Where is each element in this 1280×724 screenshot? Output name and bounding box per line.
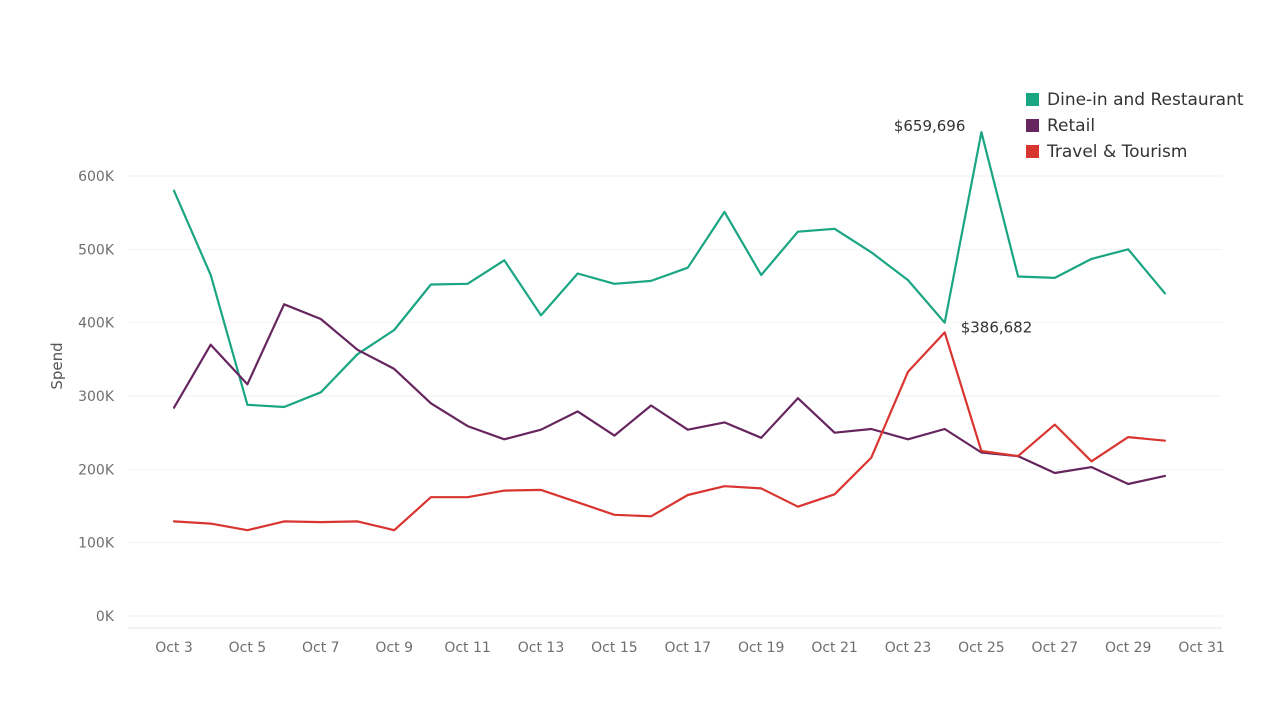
series-lines bbox=[172, 131, 1167, 532]
y-axis-ticks: 0K 100K 200K 300K 400K 500K 600K bbox=[78, 169, 115, 625]
series-line-travel-tourism bbox=[172, 331, 1167, 532]
y-tick-label: 0K bbox=[96, 609, 115, 625]
x-tick-label: Oct 29 bbox=[1105, 640, 1151, 656]
y-tick-label: 200K bbox=[78, 462, 115, 478]
legend-label: Dine-in and Restaurant bbox=[1047, 90, 1244, 110]
x-tick-label: Oct 27 bbox=[1032, 640, 1078, 656]
x-tick-label: Oct 13 bbox=[518, 640, 564, 656]
x-tick-label: Oct 31 bbox=[1178, 640, 1224, 656]
x-tick-label: Oct 19 bbox=[738, 640, 784, 656]
x-tick-label: Oct 25 bbox=[958, 640, 1004, 656]
y-tick-label: 100K bbox=[78, 536, 115, 552]
x-tick-label: Oct 23 bbox=[885, 640, 931, 656]
legend-swatch bbox=[1026, 119, 1039, 132]
legend-swatch bbox=[1026, 93, 1039, 106]
y-axis-title: Spend bbox=[48, 342, 66, 389]
legend-item: Travel & Tourism bbox=[1026, 142, 1187, 162]
x-tick-label: Oct 21 bbox=[811, 640, 857, 656]
legend: Dine-in and Restaurant Retail Travel & Tou… bbox=[1026, 90, 1244, 162]
gridlines bbox=[128, 175, 1222, 629]
legend-item: Dine-in and Restaurant bbox=[1026, 90, 1244, 110]
y-tick-label: 600K bbox=[78, 169, 115, 185]
y-tick-label: 500K bbox=[78, 242, 115, 258]
legend-label: Retail bbox=[1047, 116, 1095, 136]
x-axis-ticks: Oct 3 Oct 5 Oct 7 Oct 9 Oct 11 Oct 13 Oct 15 Oc… bbox=[155, 640, 1225, 656]
x-tick-label: Oct 11 bbox=[444, 640, 490, 656]
y-tick-label: 300K bbox=[78, 389, 115, 405]
y-tick-label: 400K bbox=[78, 316, 115, 332]
legend-item: Retail bbox=[1026, 116, 1095, 136]
x-tick-label: Oct 3 bbox=[155, 640, 193, 656]
x-tick-label: Oct 17 bbox=[665, 640, 711, 656]
series-line-dine-in-and-restaurant bbox=[172, 131, 1167, 409]
data-label: $386,682 bbox=[961, 318, 1033, 336]
x-tick-label: Oct 7 bbox=[302, 640, 340, 656]
data-label: $659,696 bbox=[894, 117, 966, 135]
data-labels: $659,696 $386,682 bbox=[894, 117, 1032, 336]
x-tick-label: Oct 5 bbox=[229, 640, 267, 656]
x-tick-label: Oct 15 bbox=[591, 640, 637, 656]
legend-swatch bbox=[1026, 145, 1039, 158]
legend-label: Travel & Tourism bbox=[1046, 142, 1187, 162]
x-tick-label: Oct 9 bbox=[375, 640, 413, 656]
